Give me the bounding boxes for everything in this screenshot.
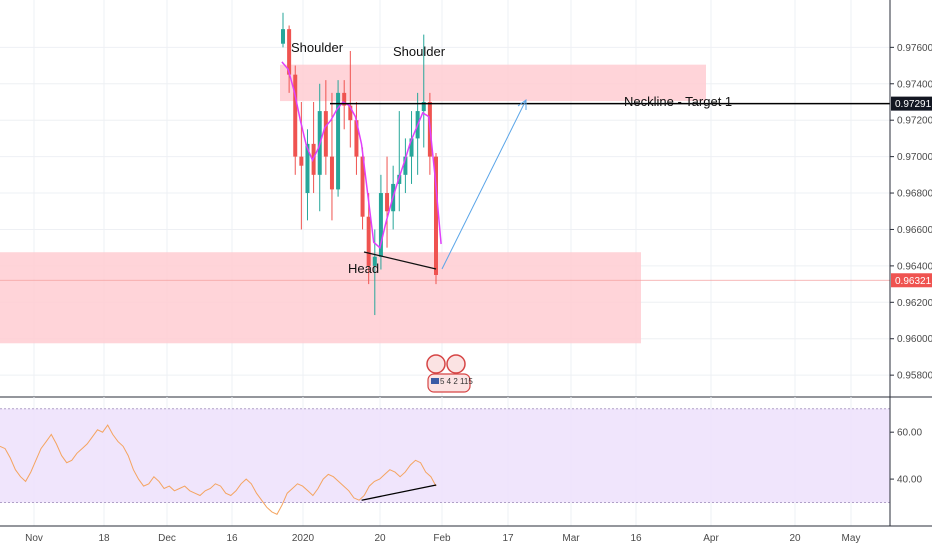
y-tick-label: 0.96800 <box>897 189 932 200</box>
x-tick-label: Feb <box>433 533 451 544</box>
x-tick-label: 17 <box>502 533 514 544</box>
x-tick-label: 18 <box>98 533 110 544</box>
rsi-band <box>0 408 890 503</box>
left-shoulder-label: Shoulder <box>291 40 344 55</box>
rsi-divergence-line <box>361 484 437 501</box>
candle-body <box>409 138 414 157</box>
candle-body <box>293 74 298 157</box>
price-tag <box>891 96 932 111</box>
y-tick-label: 0.96200 <box>897 298 932 309</box>
x-tick-label: 20 <box>374 533 386 544</box>
y-tick-label: 0.97600 <box>897 43 932 54</box>
rsi-tick-label: 40.00 <box>897 475 922 486</box>
x-tick-label: Nov <box>25 533 43 544</box>
price-axis[interactable]: 0.97600 0.97400 0.97200 0.97000 0.96800 0.966… <box>889 0 932 526</box>
x-tick-label: 2020 <box>292 533 315 544</box>
head-label: Head <box>348 261 379 276</box>
candle-body <box>403 156 408 175</box>
candle-body <box>348 105 353 121</box>
candle-body <box>434 156 438 275</box>
price-tag-label: 0.96321 <box>895 276 932 287</box>
supply-demand-zones <box>0 64 890 344</box>
x-tick-label: 16 <box>226 533 238 544</box>
candle-body <box>378 193 383 257</box>
logo-text: 5 4 2 115 <box>440 377 473 386</box>
right-shoulder-label: Shoulder <box>393 44 446 59</box>
candle-body <box>287 29 292 75</box>
zone-rect <box>280 64 706 102</box>
time-axis[interactable]: Nov 18 Dec 16 2020 20 Feb 17 Mar 16 Apr 20 May <box>0 525 932 544</box>
candle-body <box>360 156 365 217</box>
projection-arrow <box>441 99 527 270</box>
x-tick-label: May <box>842 533 861 544</box>
y-tick-label: 0.96400 <box>897 261 932 272</box>
y-tick-label: 0.96600 <box>897 225 932 236</box>
candle-body <box>299 156 304 166</box>
candle-body <box>366 216 371 266</box>
candle-body <box>421 101 426 112</box>
y-tick-label: 0.97200 <box>897 116 932 127</box>
candle-body <box>281 29 285 44</box>
x-tick-label: Mar <box>562 533 580 544</box>
rsi-line <box>0 424 437 515</box>
zone-rect <box>0 252 641 344</box>
y-tick-label: 0.96000 <box>897 334 932 345</box>
brand-logo: 5 4 2 115 <box>426 354 473 393</box>
candle-body <box>342 92 347 106</box>
candle-body <box>372 256 377 266</box>
y-tick-label: 0.97000 <box>897 152 932 163</box>
x-tick-label: Dec <box>158 533 176 544</box>
candle-body <box>329 156 334 190</box>
y-tick-label: 0.95800 <box>897 371 932 382</box>
y-tick-label: 0.97400 <box>897 79 932 90</box>
x-tick-label: Apr <box>703 533 719 544</box>
x-tick-label: 16 <box>630 533 642 544</box>
head-trend-line <box>363 251 437 270</box>
neckline-label: Neckline - Target 1 <box>624 94 732 109</box>
x-tick-label: 20 <box>789 533 801 544</box>
candle-body <box>336 92 341 190</box>
price-tag <box>891 273 932 288</box>
candle-body <box>385 193 390 212</box>
candle-body <box>323 111 328 157</box>
rsi-tick-label: 60.00 <box>897 428 922 439</box>
moving-average-line <box>281 61 442 250</box>
candle-body <box>354 120 359 157</box>
price-tag-label: 0.97291 <box>895 99 932 110</box>
candle-body <box>305 143 310 194</box>
